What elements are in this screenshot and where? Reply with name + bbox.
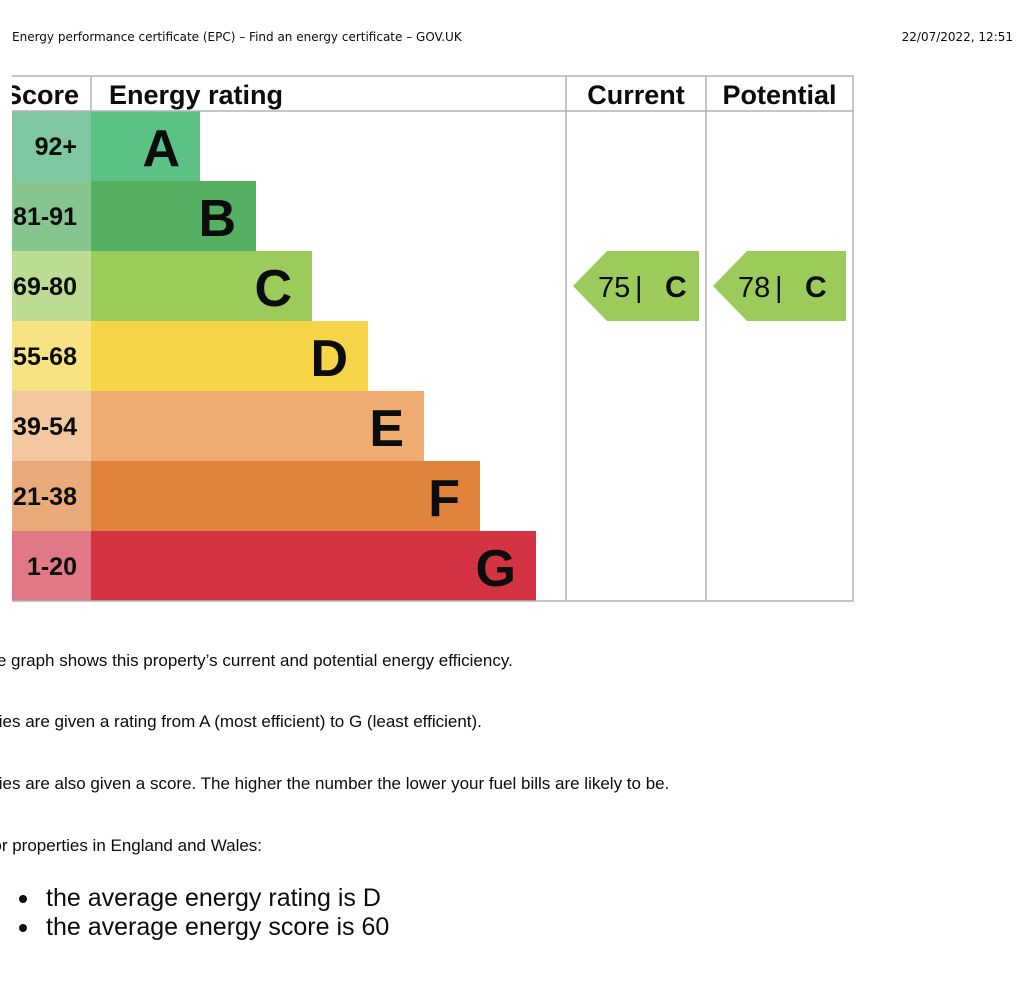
rating-bar-d	[91, 321, 368, 391]
score-label-b: 81-91	[13, 203, 77, 231]
rating-letter-f: F	[428, 470, 460, 528]
score-cell-f	[12, 461, 91, 531]
rating-bar-f	[91, 461, 480, 531]
rating-letter-b: B	[198, 190, 236, 248]
rating-letter-d: D	[310, 330, 348, 388]
rating-bar-g	[91, 531, 536, 601]
rating-letter-a: A	[142, 120, 180, 178]
score-label-c: 69-80	[13, 273, 77, 301]
current-rating-score-text: 75	[598, 272, 630, 304]
potential-rating-separator: |	[775, 272, 783, 304]
header-score: Score	[4, 80, 79, 110]
rating-bar-c	[91, 251, 312, 321]
score-explanation: Properties are also given a score. The h…	[0, 774, 670, 793]
current-rating-arrow	[573, 251, 699, 321]
average-list: the average energy rating is D the avera…	[0, 884, 389, 942]
rating-bar-a	[91, 111, 200, 181]
graph-explanation: The graph shows this property’s current …	[0, 651, 513, 670]
score-label-f: 21-38	[13, 483, 77, 511]
rating-explanation: Properties are given a rating from A (mo…	[0, 712, 482, 731]
chart-body: 92+ A 81-91 B 69-80 C 55-68 D 39-54 E 21-38 F 1-20 G S…	[4, 75, 854, 602]
rating-letter-g: G	[476, 540, 516, 598]
score-cell-a	[12, 111, 91, 181]
rating-letter-c: C	[254, 260, 292, 318]
print-page-title: Energy performance certificate (EPC) – F…	[12, 30, 462, 44]
england-wales-intro: For properties in England and Wales:	[0, 836, 263, 855]
score-cell-e	[12, 391, 91, 461]
score-cell-g	[12, 531, 91, 601]
score-label-a: 92+	[35, 133, 77, 161]
print-header: Energy performance certificate (EPC) – F…	[12, 30, 1013, 46]
average-score-item: the average energy score is 60	[0, 913, 389, 942]
rating-bar-e	[91, 391, 424, 461]
score-label-e: 39-54	[13, 413, 77, 441]
average-rating-item: the average energy rating is D	[0, 884, 389, 913]
header-energy-rating: Energy rating	[109, 80, 283, 110]
score-label-g: 1-20	[27, 553, 77, 581]
epc-chart: 92+ A 81-91 B 69-80 C 55-68 D 39-54 E 21-38 F 1-20 G S…	[4, 75, 854, 602]
current-rating-separator: |	[635, 272, 643, 304]
score-cell-d	[12, 321, 91, 391]
rating-bar-b	[91, 181, 256, 251]
epc-chart-container: 92+ A 81-91 B 69-80 C 55-68 D 39-54 E 21-38 F 1-20 G S…	[4, 75, 854, 602]
print-timestamp: 22/07/2022, 12:51	[901, 30, 1013, 44]
header-potential: Potential	[722, 80, 836, 110]
potential-rating-score-text: 78	[738, 272, 770, 304]
potential-rating-arrow	[713, 251, 846, 321]
header-current: Current	[587, 80, 685, 110]
score-label-d: 55-68	[13, 343, 77, 371]
rating-letter-e: E	[369, 400, 404, 458]
chart-outline	[12, 75, 854, 602]
score-cell-b	[12, 181, 91, 251]
current-rating-letter-text: C	[665, 271, 687, 304]
score-cell-c	[12, 251, 91, 321]
potential-rating-letter-text: C	[805, 271, 827, 304]
